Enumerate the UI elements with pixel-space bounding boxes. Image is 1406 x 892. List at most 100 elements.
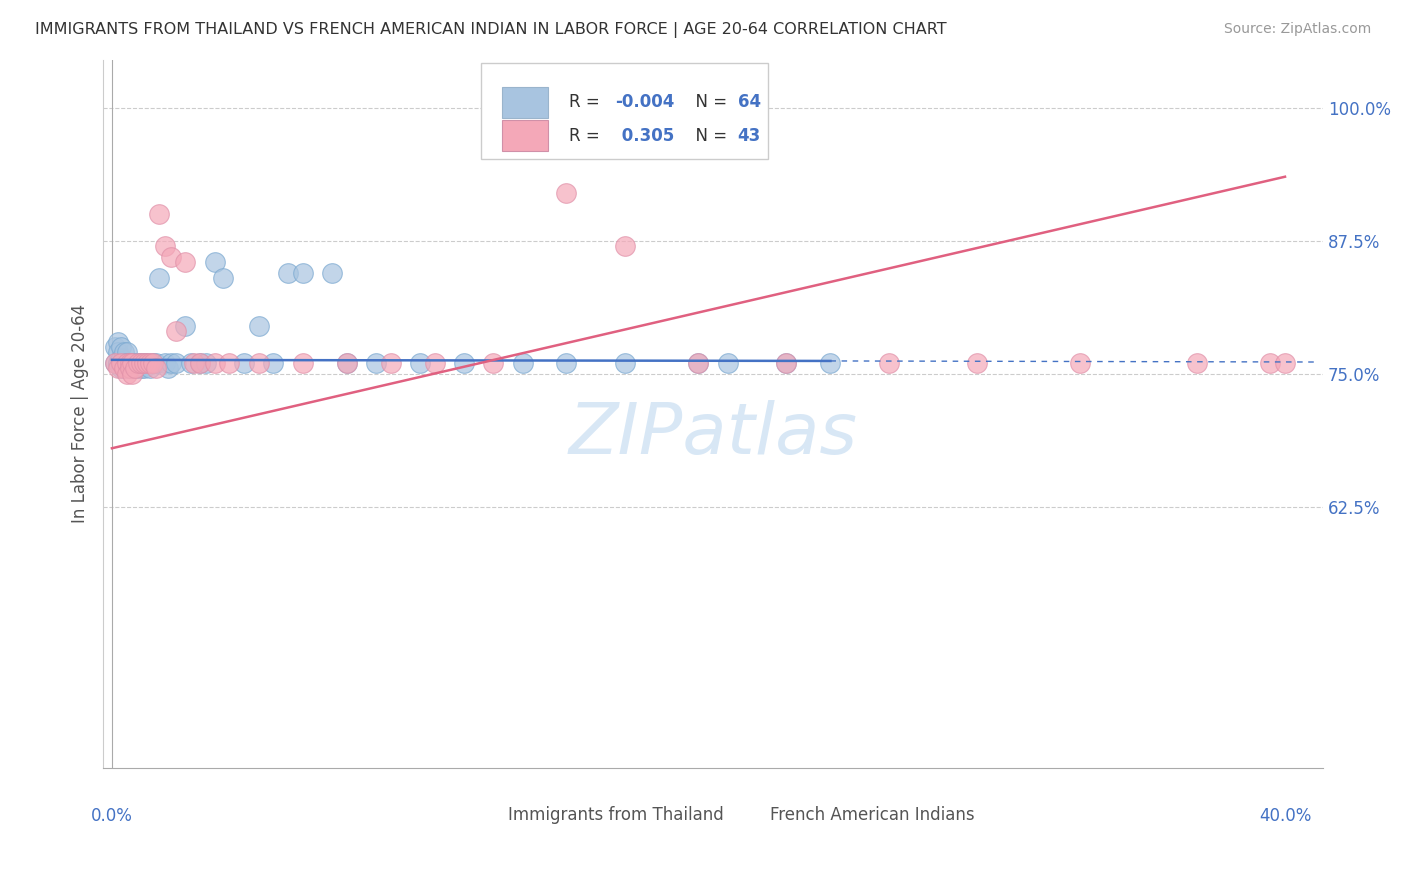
Point [614, 356, 637, 370]
Text: French American Indians: French American Indians [770, 806, 976, 824]
Point [124, 361, 146, 376]
Point [247, 356, 270, 370]
Point [688, 356, 710, 370]
Point [115, 361, 138, 376]
Point [110, 340, 132, 354]
Point [139, 361, 162, 376]
Point [159, 250, 181, 264]
Text: N =: N = [685, 93, 733, 112]
Point [262, 356, 284, 370]
Point [112, 345, 135, 359]
Point [115, 356, 138, 370]
Point [1260, 356, 1282, 370]
Text: ZIPatlas: ZIPatlas [568, 401, 858, 469]
Point [110, 361, 132, 376]
Point [115, 356, 138, 370]
Point [218, 356, 240, 370]
Bar [502, 87, 548, 118]
Point [188, 356, 211, 370]
Point [335, 356, 357, 370]
Point [148, 271, 170, 285]
Point [142, 356, 165, 370]
Point [153, 239, 176, 253]
Point [188, 356, 211, 370]
Point [121, 356, 143, 370]
Point [107, 356, 129, 370]
Point [118, 356, 141, 370]
Point [107, 334, 129, 349]
Text: 64: 64 [738, 93, 761, 112]
Text: 43: 43 [738, 127, 761, 145]
Point [134, 361, 156, 376]
Point [614, 239, 637, 253]
Point [688, 356, 710, 370]
Point [232, 356, 254, 370]
Point [966, 356, 988, 370]
Point [277, 266, 299, 280]
Point [145, 356, 167, 370]
Point [291, 266, 314, 280]
Text: 40.0%: 40.0% [1258, 806, 1312, 824]
Point [145, 361, 167, 376]
Point [115, 345, 138, 359]
Point [212, 271, 235, 285]
Point [194, 356, 217, 370]
Point [110, 351, 132, 365]
Point [148, 207, 170, 221]
Point [409, 356, 432, 370]
Point [555, 356, 578, 370]
Point [118, 356, 141, 370]
Point [121, 356, 143, 370]
Point [380, 356, 402, 370]
Point [136, 356, 159, 370]
Point [512, 356, 534, 370]
Point [124, 356, 146, 370]
Point [112, 361, 135, 376]
Point [127, 361, 149, 376]
Point [183, 356, 205, 370]
Point [110, 356, 132, 370]
Point [129, 356, 152, 370]
Point [107, 361, 129, 376]
Point [364, 356, 387, 370]
Point [134, 356, 156, 370]
Point [129, 356, 152, 370]
Point [110, 356, 132, 370]
Point [159, 356, 181, 370]
Text: Immigrants from Thailand: Immigrants from Thailand [508, 806, 724, 824]
Point [112, 356, 135, 370]
Point [139, 356, 162, 370]
Point [165, 324, 187, 338]
Point [134, 356, 156, 370]
Point [118, 361, 141, 376]
Point [118, 361, 141, 376]
Point [335, 356, 357, 370]
FancyBboxPatch shape [481, 63, 768, 159]
Text: 0.0%: 0.0% [91, 806, 132, 824]
Bar [731, 801, 762, 828]
Point [482, 356, 505, 370]
Point [127, 356, 149, 370]
Point [153, 356, 176, 370]
Point [291, 356, 314, 370]
Point [118, 356, 141, 370]
Point [107, 356, 129, 370]
Point [1185, 356, 1208, 370]
Point [1274, 356, 1296, 370]
Point [204, 356, 226, 370]
Point [136, 356, 159, 370]
Point [775, 356, 797, 370]
Point [142, 356, 165, 370]
Point [156, 361, 179, 376]
Point [1069, 356, 1091, 370]
Point [555, 186, 578, 200]
Bar [470, 801, 499, 828]
Text: R =: R = [569, 127, 605, 145]
Point [115, 367, 138, 381]
Point [115, 356, 138, 370]
Point [127, 356, 149, 370]
Point [717, 356, 740, 370]
Text: -0.004: -0.004 [616, 93, 675, 112]
Point [247, 318, 270, 333]
Point [174, 318, 197, 333]
